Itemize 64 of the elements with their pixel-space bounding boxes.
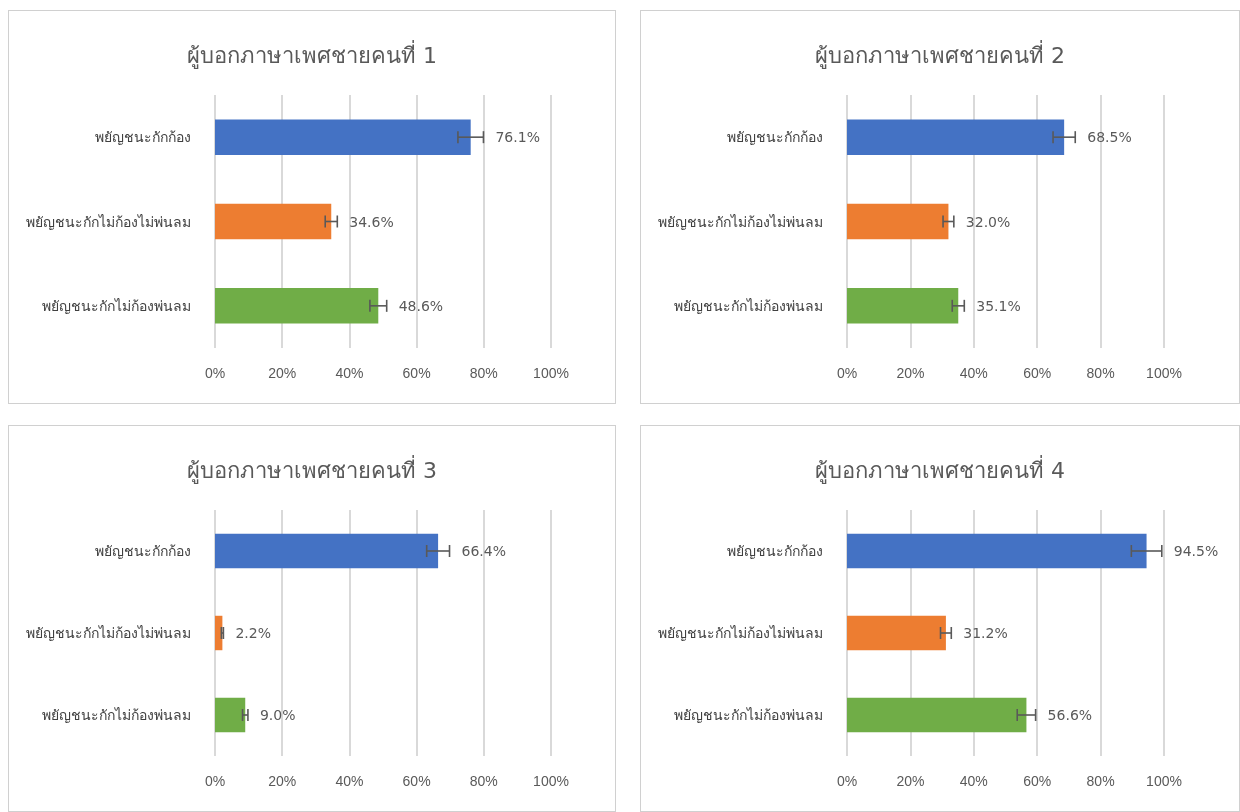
x-tick-label: 40% [335,365,364,381]
x-tick-label: 0% [204,365,226,381]
data-label: 56.6% [1047,707,1093,723]
data-label: 76.1% [495,129,540,146]
x-tick-label: 60% [402,365,431,381]
bar [215,697,246,733]
y-tick-label: พยัญชนะกักไม่ก้องพ่นลม [674,707,823,723]
chart-title: ผู้บอกภาษาเพศชายคนที่ 3 [187,454,437,484]
bar [847,119,1065,155]
bar [215,615,223,651]
y-tick-label: พยัญชนะกักไม่ก้องพ่นลม [42,707,191,723]
x-tick-label: 80% [469,773,498,789]
bar [215,288,379,324]
y-tick-label: พยัญชนะกักก้อง [727,129,823,146]
x-tick-label: 40% [335,773,364,789]
data-label: 32.0% [965,213,1011,230]
x-tick-label: 60% [1023,365,1052,381]
chart-title: ผู้บอกภาษาเพศชายคนที่ 1 [187,39,437,69]
x-tick-label: 0% [836,365,858,381]
x-tick-label: 80% [1086,773,1115,789]
x-tick-label: 80% [469,365,498,381]
y-tick-label: พยัญชนะกักก้อง [95,129,191,146]
x-tick-label: 60% [1023,773,1052,789]
y-tick-label: พยัญชนะกักไม่ก้องไม่พ่นลม [658,625,823,641]
data-label: 34.6% [349,213,394,230]
x-tick-label: 20% [268,773,297,789]
bar [847,533,1147,569]
x-tick-label: 100% [533,365,569,381]
y-tick-label: พยัญชนะกักไม่ก้องพ่นลม [42,297,191,314]
x-tick-label: 0% [204,773,226,789]
x-tick-label: 40% [959,365,988,381]
data-label: 35.1% [976,297,1021,314]
x-tick-label: 100% [1146,773,1182,789]
x-tick-label: 80% [1086,365,1115,381]
data-label: 68.5% [1087,129,1132,146]
bar [847,288,959,324]
chart-title: ผู้บอกภาษาเพศชายคนที่ 4 [815,454,1065,484]
y-tick-label: พยัญชนะกักก้อง [95,543,191,559]
bar [215,203,332,240]
x-tick-label: 100% [533,773,569,789]
bar [847,615,946,651]
bar [215,119,471,155]
data-label: 94.5% [1173,543,1219,559]
bar [847,697,1027,733]
y-tick-label: พยัญชนะกักไม่ก้องพ่นลม [674,297,823,314]
x-tick-label: 40% [959,773,988,789]
bar [847,203,949,240]
x-tick-label: 0% [836,773,858,789]
x-tick-label: 20% [896,773,925,789]
bar [215,533,439,569]
x-tick-label: 20% [268,365,297,381]
y-tick-label: พยัญชนะกักไม่ก้องไม่พ่นลม [26,213,191,230]
x-tick-label: 20% [896,365,925,381]
x-tick-label: 100% [1146,365,1182,381]
data-label: 31.2% [963,625,1008,641]
chart-title: ผู้บอกภาษาเพศชายคนที่ 2 [815,39,1065,69]
x-tick-label: 60% [402,773,431,789]
data-label: 48.6% [398,297,444,314]
data-label: 9.0% [259,707,296,723]
y-tick-label: พยัญชนะกักไม่ก้องไม่พ่นลม [26,625,191,641]
y-tick-label: พยัญชนะกักก้อง [727,543,823,559]
data-label: 66.4% [461,543,507,559]
y-tick-label: พยัญชนะกักไม่ก้องไม่พ่นลม [658,213,823,230]
data-label: 2.2% [235,625,271,641]
